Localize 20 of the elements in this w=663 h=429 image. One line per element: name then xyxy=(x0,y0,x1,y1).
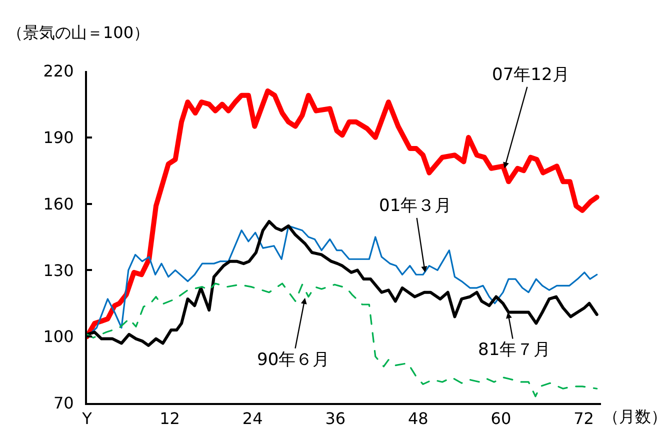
y-tick-label: 100 xyxy=(43,327,74,346)
line-series xyxy=(87,282,598,398)
y-tick-label: 70 xyxy=(53,394,74,413)
x-tick-label: 24 xyxy=(242,409,263,428)
x-tick-label: 36 xyxy=(325,409,346,428)
x-tick-label: 48 xyxy=(408,409,428,428)
annotation: 07年12月 xyxy=(492,65,570,85)
y-tick-label: 190 xyxy=(43,128,74,147)
x-tick-label: Y xyxy=(81,409,92,428)
x-tick-label: 12 xyxy=(160,409,180,428)
annotation: 01年３月 xyxy=(379,196,452,216)
y-axis-title: （景気の山＝100） xyxy=(7,23,150,42)
y-tick-label: 220 xyxy=(43,62,74,81)
x-tick-label: 72 xyxy=(574,409,594,428)
x-tick-label: 60 xyxy=(490,409,512,428)
y-tick-label: 130 xyxy=(43,260,74,280)
y-tick-label: 160 xyxy=(43,194,74,214)
x-axis-title: （月数） xyxy=(603,407,663,426)
annotation: 90年６月 xyxy=(257,350,330,370)
annotation: 81年７月 xyxy=(478,340,551,360)
